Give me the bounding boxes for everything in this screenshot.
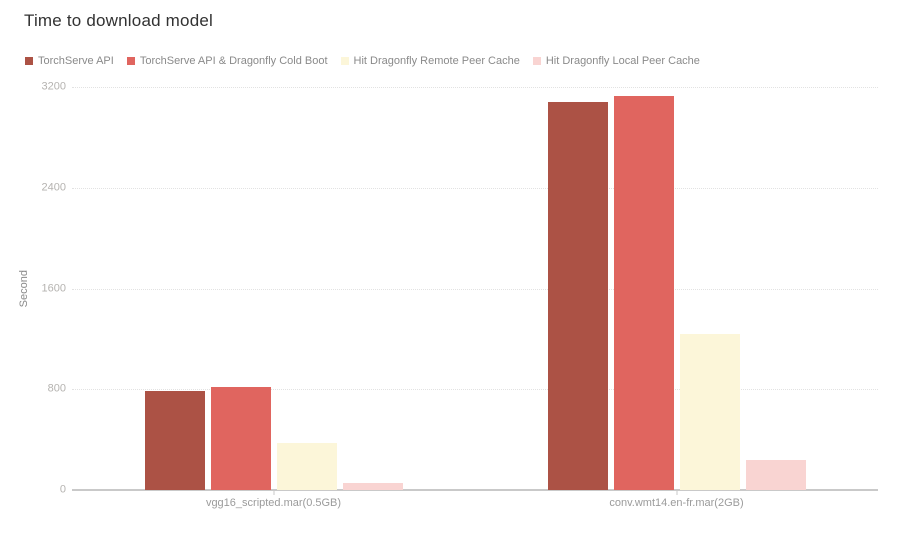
category-label: vgg16_scripted.mar(0.5GB) <box>205 497 342 509</box>
bar[interactable] <box>547 102 608 490</box>
bar[interactable] <box>745 459 806 490</box>
x-axis: vgg16_scripted.mar(0.5GB) conv.wmt14.en-f… <box>72 491 878 521</box>
x-tick <box>676 491 677 495</box>
y-tick-label: 1600 <box>41 282 66 294</box>
x-axis-line <box>72 489 878 491</box>
y-axis: 0 800 1600 2400 3200 <box>0 81 66 495</box>
legend-label: TorchServe API & Dragonfly Cold Boot <box>139 55 328 67</box>
legend-item-3[interactable]: Hit Dragonfly Local Peer Cache <box>532 55 700 67</box>
y-tick-label: 2400 <box>41 181 66 194</box>
bar[interactable] <box>276 443 337 490</box>
chart-title: Time to download model <box>24 11 213 30</box>
category-label: conv.wmt14.en-fr.mar(2GB) <box>609 497 744 509</box>
legend-label: TorchServe API <box>38 55 114 67</box>
gridline <box>72 187 878 189</box>
bar-group <box>72 87 475 490</box>
legend-item-2[interactable]: Hit Dragonfly Remote Peer Cache <box>340 55 520 67</box>
gridline <box>72 288 878 290</box>
legend: TorchServe API TorchServe API & Dragonfly… <box>25 54 700 68</box>
legend-swatch-icon <box>126 57 135 65</box>
legend-swatch-icon <box>532 57 541 65</box>
y-tick-label: 800 <box>47 382 66 395</box>
y-tick-label: 3200 <box>41 80 66 93</box>
bar-group <box>475 87 878 490</box>
gridline <box>72 389 878 391</box>
legend-item-0[interactable]: TorchServe API <box>25 55 114 67</box>
plot-area <box>72 87 878 491</box>
x-tick <box>273 491 274 495</box>
bar[interactable] <box>144 390 205 490</box>
bar[interactable] <box>613 95 674 490</box>
legend-item-1[interactable]: TorchServe API & Dragonfly Cold Boot <box>126 55 328 67</box>
bar[interactable] <box>679 333 740 490</box>
legend-swatch-icon <box>25 57 33 65</box>
legend-label: Hit Dragonfly Local Peer Cache <box>545 55 700 67</box>
bar[interactable] <box>342 482 403 490</box>
legend-swatch-icon <box>340 57 349 65</box>
y-tick-label: 0 <box>59 483 66 496</box>
bar[interactable] <box>210 386 271 490</box>
legend-label: Hit Dragonfly Remote Peer Cache <box>353 55 520 67</box>
gridline <box>72 87 878 88</box>
